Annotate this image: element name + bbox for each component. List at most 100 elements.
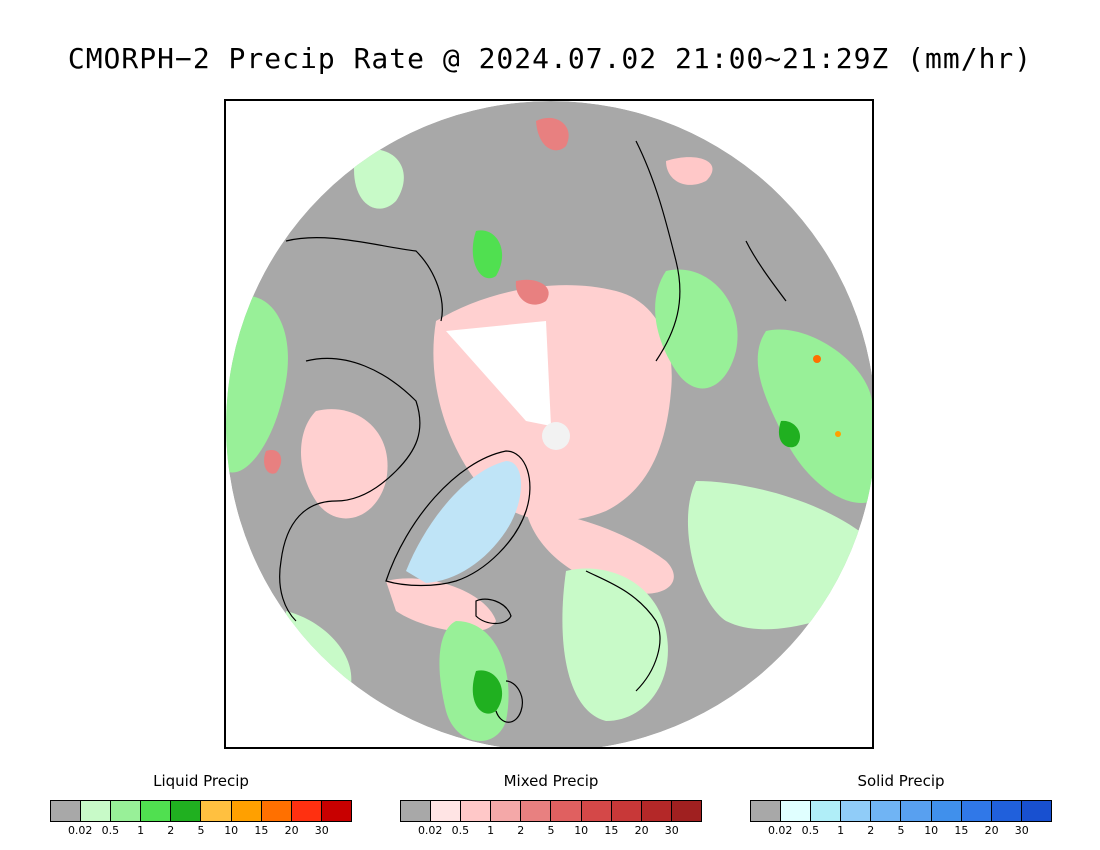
legend-swatch	[261, 801, 292, 821]
yukon-liquid	[655, 269, 738, 389]
legend-tick-label: 5	[897, 824, 905, 837]
legend-swatch	[641, 801, 672, 821]
legend-tick-label: 0.02	[67, 824, 93, 837]
legend-swatch	[811, 801, 842, 821]
legend-mixed: Mixed Precip 0.02 0.5 1 2 5 10 15 20 30	[400, 772, 702, 838]
legend-solid-swatches	[750, 800, 1052, 822]
legend-tick-label: 15	[254, 824, 269, 837]
legend-swatch	[491, 801, 522, 821]
legend-tick-label: 30	[1014, 824, 1029, 837]
moderate-liquid-cell	[835, 431, 841, 437]
legend-tick-label: 20	[284, 824, 299, 837]
legend-swatch	[581, 801, 612, 821]
legend-swatch	[81, 801, 112, 821]
legend-swatch	[1021, 801, 1051, 821]
legend-swatch	[961, 801, 992, 821]
legend-swatch	[201, 801, 232, 821]
siberia-north-liquid	[354, 149, 404, 209]
greenland-solid-precip	[406, 461, 521, 583]
scandinavia-liquid	[562, 568, 668, 721]
laptev-mixed-core	[515, 279, 549, 305]
legend-tick-label: 20	[634, 824, 649, 837]
legend-tick-label: 0.5	[801, 824, 820, 837]
alaska-mixed	[666, 157, 713, 185]
canada-east-liquid	[687, 481, 872, 630]
legend-liquid-swatches	[50, 800, 352, 822]
legend-tick-label: 2	[867, 824, 875, 837]
canada-west-liquid	[226, 295, 288, 473]
legend-tick-label: 2	[517, 824, 525, 837]
greenland-coast	[385, 450, 531, 587]
legend-swatch	[751, 801, 782, 821]
scandinavia-coast	[585, 570, 661, 692]
legend-tick-label: 10	[574, 824, 589, 837]
legend-tick-label: 20	[984, 824, 999, 837]
legend-swatch	[901, 801, 932, 821]
legend-tick-label: 1	[137, 824, 145, 837]
heavy-liquid-cell	[813, 355, 821, 363]
hudson-mixed-core	[264, 450, 282, 474]
alaska-coast	[635, 140, 681, 362]
legend-swatch	[551, 801, 582, 821]
map-canvas	[226, 101, 872, 747]
pole-center	[542, 422, 570, 450]
legend-swatch	[171, 801, 202, 821]
legend-swatch	[991, 801, 1022, 821]
legend-tick-label: 10	[924, 824, 939, 837]
legend-mixed-swatches	[400, 800, 702, 822]
legend-tick-label: 15	[954, 824, 969, 837]
legend-mixed-title: Mixed Precip	[503, 772, 599, 790]
legend-swatch	[841, 801, 872, 821]
pacific-liquid-core	[778, 420, 801, 448]
canada-mixed	[301, 409, 388, 519]
legend-tick-label: 0.02	[417, 824, 443, 837]
legend-liquid-ticks: 0.02 0.5 1 2 5 10 15 20 30	[50, 824, 352, 838]
legend-tick-label: 1	[837, 824, 845, 837]
polar-map	[224, 99, 874, 749]
siberia-mixed-core	[536, 117, 569, 151]
legend-swatch	[871, 801, 902, 821]
legend-swatch	[931, 801, 962, 821]
legend-tick-label: 1	[487, 824, 495, 837]
labrador-mixed	[386, 578, 496, 632]
legend-solid: Solid Precip 0.02 0.5 1 2 5 10 15 20 30	[750, 772, 1052, 838]
legend-swatch	[521, 801, 552, 821]
legend-tick-label: 5	[547, 824, 555, 837]
legend-tick-label: 30	[664, 824, 679, 837]
legend-solid-title: Solid Precip	[857, 772, 945, 790]
legend-swatch	[141, 801, 172, 821]
legend-swatch	[111, 801, 142, 821]
legend-tick-label: 10	[224, 824, 239, 837]
legend-swatch	[781, 801, 812, 821]
siberia-coast	[285, 237, 443, 322]
legend-tick-label: 0.02	[767, 824, 793, 837]
norwegian-sea-mixed	[526, 511, 674, 594]
legend-swatch	[231, 801, 262, 821]
legend-swatch	[291, 801, 322, 821]
pole-gap	[446, 321, 551, 426]
iceland-coast	[475, 598, 512, 625]
legend-tick-label: 2	[167, 824, 175, 837]
legend-tick-label: 0.5	[451, 824, 470, 837]
legend-solid-ticks: 0.02 0.5 1 2 5 10 15 20 30	[750, 824, 1052, 838]
legend-swatch	[51, 801, 82, 821]
legend-mixed-ticks: 0.02 0.5 1 2 5 10 15 20 30	[400, 824, 702, 838]
legend-swatch	[461, 801, 492, 821]
legend-liquid-title: Liquid Precip	[153, 772, 249, 790]
legend-swatch	[611, 801, 642, 821]
legend-liquid: Liquid Precip 0.02 0.5 1 2 5 10 15 20 30	[50, 772, 352, 838]
legend-tick-label: 30	[314, 824, 329, 837]
coastlines	[279, 140, 787, 723]
page-title: CMORPH−2 Precip Rate @ 2024.07.02 21:00~…	[67, 42, 1033, 75]
uk-liquid-core	[472, 670, 503, 714]
legend-tick-label: 0.5	[101, 824, 120, 837]
legend-tick-label: 5	[197, 824, 205, 837]
uk-coast	[495, 680, 523, 723]
legend-swatch	[321, 801, 351, 821]
legend-swatch	[431, 801, 462, 821]
legend-swatch	[401, 801, 432, 821]
legend-tick-label: 15	[604, 824, 619, 837]
lena-liquid	[472, 230, 503, 279]
legend-swatch	[671, 801, 701, 821]
pacific-coast	[745, 240, 787, 302]
